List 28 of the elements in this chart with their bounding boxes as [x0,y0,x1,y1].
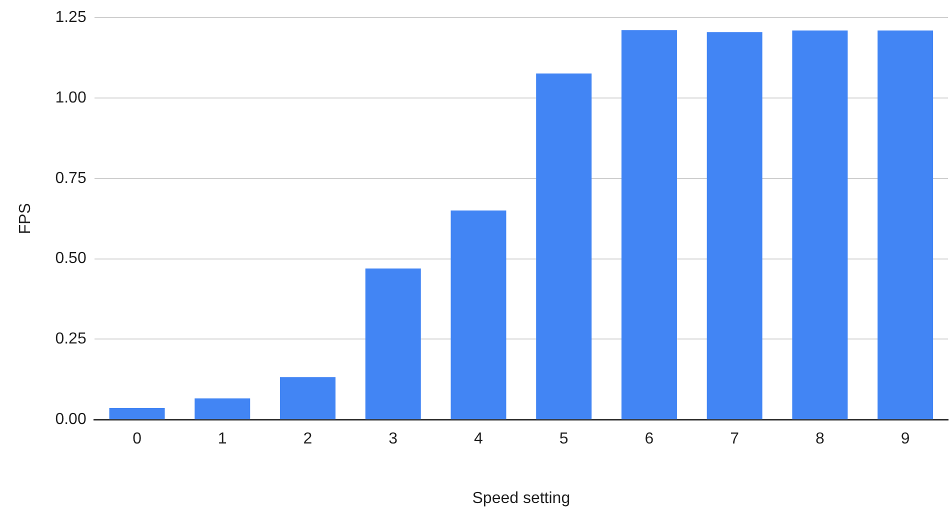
bar [621,30,677,420]
x-tick-label: 9 [900,430,910,448]
y-axis-title: FPS [17,203,34,234]
y-tick-label: 1.25 [55,9,86,26]
x-tick-label: 3 [388,430,398,448]
x-tick-label: 6 [644,430,654,448]
x-tick-label: 7 [730,430,740,448]
x-tick-label: 8 [816,430,824,448]
x-axis-title: Speed setting [472,490,570,507]
bar [109,408,165,420]
y-tick-label: 0.50 [55,250,86,268]
y-tick-label: 0.00 [55,411,86,428]
x-tick-label: 2 [303,430,312,448]
y-tick-label: 1.00 [55,89,86,106]
x-tick-label: 0 [132,430,142,448]
bar [536,74,592,420]
x-tick-label: 4 [474,430,484,448]
bar [450,210,506,420]
bar [194,398,250,420]
bar [792,30,848,420]
bar [280,377,336,420]
x-tick-label: 5 [559,430,568,448]
x-tick-label: 1 [218,430,227,448]
bar [365,268,421,420]
bar [878,30,934,420]
bar [706,32,762,420]
y-tick-label: 0.75 [55,170,86,187]
y-tick-label: 0.25 [55,330,86,348]
